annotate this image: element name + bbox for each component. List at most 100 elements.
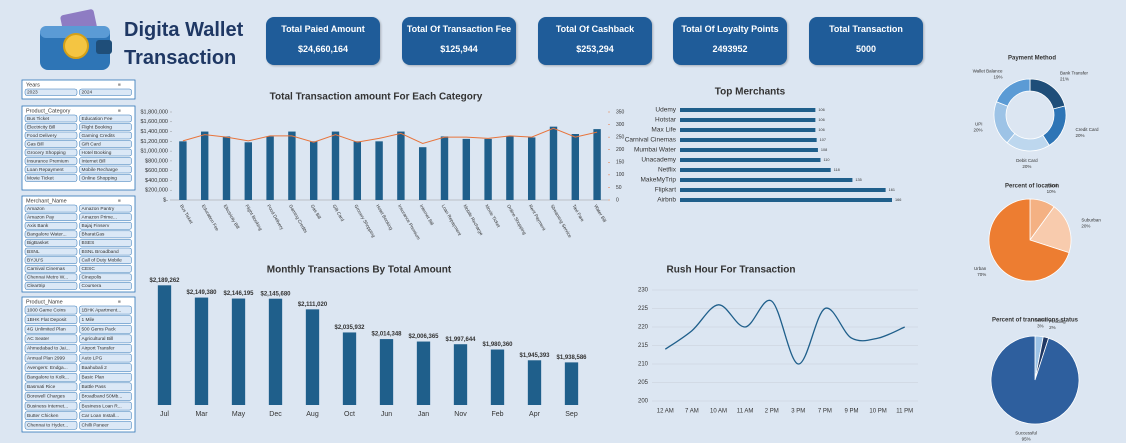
slicer-item-label[interactable]: Airport Transfer — [82, 346, 115, 352]
slicer-item[interactable]: BSNL Broadband — [79, 247, 132, 256]
slicer-item-box[interactable] — [24, 204, 78, 213]
slicer-item-label[interactable]: Chennai Metro W... — [27, 275, 68, 281]
slicer-item[interactable]: AC Seater — [24, 334, 78, 344]
slicer-item[interactable]: CESC — [79, 264, 132, 273]
slicer-item-box[interactable] — [24, 213, 78, 221]
slicer-item-label[interactable]: Annual Plan 2999 — [27, 355, 65, 361]
slicer-item[interactable]: Axis Bank — [24, 221, 78, 230]
slicer-item-label[interactable]: Amazon Pay — [27, 214, 55, 220]
slicer-item-label[interactable]: Gas Bill — [27, 141, 44, 147]
slicer-item-box[interactable] — [24, 256, 78, 264]
slicer-item-label[interactable]: Hotel Booking — [82, 150, 112, 156]
slicer-item[interactable]: Coursera — [79, 282, 132, 290]
slicer-item[interactable]: Hotel Booking — [79, 148, 132, 157]
slicer-item-box[interactable] — [24, 334, 78, 344]
slicer-item-box[interactable] — [79, 230, 132, 239]
slicer-item[interactable]: Auto LPG — [79, 353, 132, 363]
slicer-item-label[interactable]: BYJU'S — [27, 257, 43, 263]
slicer-item-box[interactable] — [79, 88, 132, 96]
slicer-item-box[interactable] — [79, 247, 132, 256]
slicer-item[interactable]: Cinepolis — [79, 273, 132, 282]
slicer-item[interactable]: Car Loan Install... — [79, 411, 132, 420]
slicer-item-label[interactable]: 500 Gems Pack — [82, 327, 117, 333]
slicer-item-box[interactable] — [24, 88, 78, 96]
slicer-item-label[interactable]: BSNL — [27, 249, 40, 255]
slicer-item-box[interactable] — [79, 315, 132, 324]
slicer-item-label[interactable]: Grocery Shopping — [27, 150, 66, 156]
slicer-item[interactable]: BharatGas — [79, 230, 132, 239]
slicer-item-box[interactable] — [79, 382, 132, 392]
slicer-item[interactable]: Baahubali 2 — [79, 363, 132, 372]
slicer-item[interactable]: 4G Unlimited Plan — [24, 324, 78, 334]
slicer-item-box[interactable] — [79, 165, 132, 174]
slicer-item-box[interactable] — [24, 221, 78, 230]
slicer-item[interactable]: Education Fee — [79, 114, 132, 123]
slicer-item-box[interactable] — [24, 157, 78, 165]
slicer-item-box[interactable] — [79, 411, 132, 420]
slicer-item-label[interactable]: BSES — [82, 240, 95, 246]
slicer-item[interactable]: Bangalore to Kolk... — [24, 372, 78, 382]
slicer-item-box[interactable] — [24, 382, 78, 392]
slicer-item-label[interactable]: BharatGas — [82, 232, 106, 238]
slicer-item[interactable]: Loan Repayment — [24, 165, 78, 174]
slicer-item[interactable]: Broadband 50Mb... — [79, 392, 132, 401]
slicer-item[interactable]: BSNL — [24, 247, 78, 256]
slicer-item[interactable]: Bangalore Water... — [24, 230, 78, 239]
slicer-item-box[interactable] — [24, 372, 78, 382]
slicer-item-box[interactable] — [24, 264, 78, 273]
slicer-item-box[interactable] — [24, 174, 78, 182]
slicer-item-box[interactable] — [24, 353, 78, 363]
slicer-item-label[interactable]: Online Shopping — [82, 175, 118, 181]
slicer-item-box[interactable] — [79, 157, 132, 165]
slicer-item-label[interactable]: Car Loan Install... — [82, 413, 120, 419]
slicer-item-label[interactable]: Chilli Paneer — [82, 423, 110, 429]
slicer-item-label[interactable]: Internet Bill — [82, 158, 106, 164]
slicer-item-box[interactable] — [24, 420, 78, 430]
slicer-item-box[interactable] — [79, 334, 132, 344]
slicer-item[interactable]: Business Loan R... — [79, 401, 132, 411]
slicer-item-box[interactable] — [79, 420, 132, 430]
slicer-item[interactable]: Amazon — [24, 204, 78, 213]
slicer-item-box[interactable] — [24, 282, 78, 290]
slicer-item-box[interactable] — [24, 123, 78, 131]
slicer-item-box[interactable] — [24, 114, 78, 123]
slicer-item-box[interactable] — [79, 131, 132, 140]
slicer-item-box[interactable] — [24, 230, 78, 239]
slicer-item[interactable]: Amazon Pantry — [79, 204, 132, 213]
slicer-item-label[interactable]: Amazon — [27, 206, 45, 212]
slicer-item-box[interactable] — [79, 282, 132, 290]
slicer-item-label[interactable]: 4G Unlimited Plan — [27, 327, 66, 333]
slicer-item-label[interactable]: Electricity Bill — [27, 124, 55, 130]
slicer-item-label[interactable]: BSNL Broadband — [82, 249, 119, 255]
slicer-item[interactable]: 2024 — [79, 88, 132, 96]
slicer-item-label[interactable]: Bangalore to Kolk... — [27, 375, 69, 381]
slicer-item[interactable]: BYJU'S — [24, 256, 78, 264]
slicer-item-label[interactable]: 1000 Game Coins — [27, 307, 66, 313]
slicer-item[interactable]: Battle Pass — [79, 382, 132, 392]
slicer-item-box[interactable] — [79, 123, 132, 131]
slicer-item-box[interactable] — [24, 247, 78, 256]
slicer-item[interactable]: Chennai to Hyder... — [24, 420, 78, 430]
slicer-item[interactable]: Chilli Paneer — [79, 420, 132, 430]
slicer-item-label[interactable]: Basmati Rice — [27, 384, 56, 390]
slicer-item-box[interactable] — [79, 256, 132, 264]
slicer-item[interactable]: Mobile Recharge — [79, 165, 132, 174]
slicer-item[interactable]: Business Internet... — [24, 401, 78, 411]
slicer-item[interactable]: Airport Transfer — [79, 344, 132, 353]
slicer-item-box[interactable] — [79, 148, 132, 157]
slicer-item-label[interactable]: BigBasket — [27, 240, 49, 246]
slicer-item-label[interactable]: Coursera — [82, 283, 102, 289]
slicer-item-label[interactable]: Bajaj Finserv — [82, 223, 110, 229]
slicer-item-box[interactable] — [24, 131, 78, 140]
slicer-item-label[interactable]: Loan Repayment — [27, 167, 64, 173]
slicer-item-box[interactable] — [24, 392, 78, 401]
slicer-item[interactable]: Amazon Pay — [24, 213, 78, 221]
slicer-item-box[interactable] — [79, 392, 132, 401]
slicer-item-box[interactable] — [79, 174, 132, 182]
slicer-item-label[interactable]: 2023 — [27, 90, 38, 96]
slicer-item[interactable]: Basic Plan — [79, 372, 132, 382]
slicer-item[interactable]: Amazon Prime... — [79, 213, 132, 221]
slicer-item[interactable]: Online Shopping — [79, 174, 132, 182]
slicer-item-label[interactable]: Bus Ticket — [27, 116, 50, 122]
slicer-item[interactable]: Chennai Metro W... — [24, 273, 78, 282]
